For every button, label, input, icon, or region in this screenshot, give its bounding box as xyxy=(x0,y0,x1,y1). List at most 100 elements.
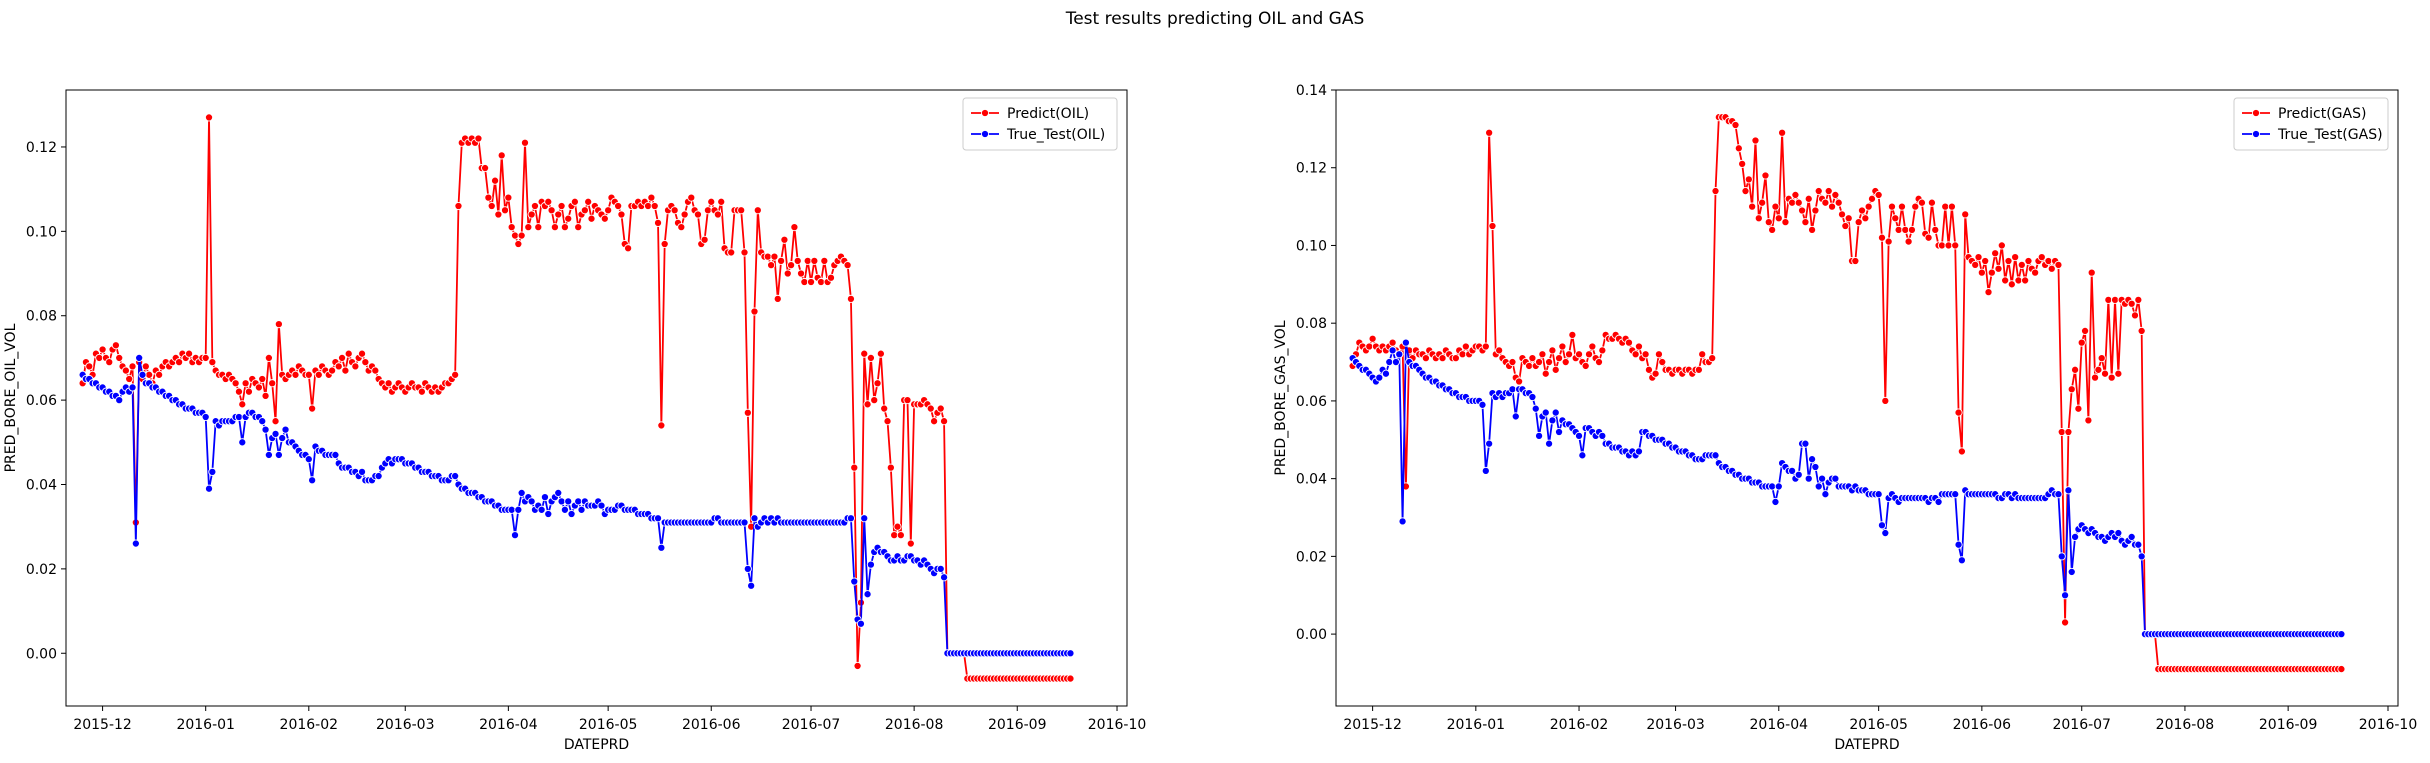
x-tick-label: 2016-08 xyxy=(885,717,944,733)
data-point xyxy=(201,412,210,422)
y-tick-label: 0.00 xyxy=(1296,627,1327,643)
data-point xyxy=(557,201,566,211)
x-tick-label: 2016-01 xyxy=(1447,717,1506,733)
data-point xyxy=(1957,556,1966,565)
legend-frame xyxy=(962,97,1118,151)
data-point xyxy=(740,248,749,257)
data-point xyxy=(291,370,300,379)
data-point xyxy=(790,223,799,232)
data-point xyxy=(783,269,792,278)
data-point xyxy=(268,379,277,388)
data-point xyxy=(1881,396,1890,405)
data-point xyxy=(1931,225,1940,234)
data-point xyxy=(238,400,247,409)
data-point xyxy=(331,450,340,460)
data-point xyxy=(600,214,609,223)
data-point xyxy=(308,476,317,485)
legend: Predict(OIL) True_Test(OIL) xyxy=(962,97,1118,151)
data-point xyxy=(1808,225,1817,234)
data-point xyxy=(1698,350,1707,359)
x-tick-label: 2016-05 xyxy=(579,717,638,733)
x-tick-label: 2016-06 xyxy=(682,717,741,733)
data-point xyxy=(1551,365,1560,374)
data-point xyxy=(1778,128,1787,137)
data-point xyxy=(1788,466,1797,475)
legend-frame xyxy=(2233,97,2389,151)
data-point xyxy=(145,370,154,379)
data-point xyxy=(2037,253,2046,262)
data-point xyxy=(1781,218,1790,227)
data-point xyxy=(1651,369,1660,378)
data-point xyxy=(1877,521,1887,530)
x-tick-label: 2016-04 xyxy=(479,717,538,733)
data-point xyxy=(2114,529,2123,538)
data-point xyxy=(530,201,540,211)
data-point xyxy=(554,488,563,497)
data-point xyxy=(1937,241,1946,250)
data-point xyxy=(264,353,273,362)
data-point xyxy=(1768,482,1777,491)
data-point xyxy=(743,408,752,417)
data-point xyxy=(2130,311,2140,320)
data-point xyxy=(2074,404,2083,413)
data-point xyxy=(1748,202,1757,211)
data-point xyxy=(653,218,663,227)
y-tick-label: 0.12 xyxy=(1296,161,1327,177)
data-point xyxy=(1385,357,1394,367)
data-point xyxy=(1511,412,1520,421)
data-point xyxy=(1764,218,1773,227)
data-point xyxy=(893,522,902,531)
data-point xyxy=(866,560,875,569)
data-point xyxy=(1708,354,1717,363)
data-point xyxy=(1951,490,1960,499)
data-point xyxy=(451,471,460,481)
data-point xyxy=(1814,482,1823,491)
data-point xyxy=(547,206,556,215)
axes-frame xyxy=(1335,89,2399,707)
data-point xyxy=(1837,210,1847,219)
data-point xyxy=(1941,202,1950,211)
data-point xyxy=(557,497,566,506)
data-point xyxy=(2007,280,2016,289)
data-point xyxy=(2017,260,2026,269)
data-point xyxy=(1957,447,1966,456)
data-point xyxy=(564,497,573,506)
data-point xyxy=(1485,439,1494,448)
data-point xyxy=(1368,334,1377,343)
data-point xyxy=(1761,171,1770,180)
data-point xyxy=(657,543,666,552)
legend-label: True_Test(GAS) xyxy=(2277,127,2383,143)
data-point xyxy=(703,206,712,215)
data-point xyxy=(657,421,666,430)
data-point xyxy=(1961,210,1970,219)
data-point xyxy=(1634,447,1643,456)
data-point xyxy=(890,531,899,540)
data-point xyxy=(1774,214,1783,223)
data-point xyxy=(1481,466,1490,475)
data-point xyxy=(1811,206,1820,215)
data-point xyxy=(175,358,184,367)
data-point xyxy=(550,223,559,232)
data-point xyxy=(1711,451,1720,460)
data-point xyxy=(1854,218,1863,227)
data-point xyxy=(2134,540,2143,549)
data-point xyxy=(793,256,802,265)
data-point xyxy=(554,210,563,219)
data-point xyxy=(1821,490,1830,499)
data-point xyxy=(1588,342,1597,351)
data-point xyxy=(767,261,776,270)
data-point xyxy=(507,505,516,514)
data-point xyxy=(2054,490,2063,499)
data-point xyxy=(1631,350,1640,359)
data-point xyxy=(1738,159,1747,168)
data-point xyxy=(770,252,779,261)
data-point xyxy=(886,463,895,472)
data-point xyxy=(1495,346,1504,355)
x-tick-label: 2016-07 xyxy=(782,717,841,733)
data-point xyxy=(1488,221,1497,231)
data-point xyxy=(570,197,579,206)
data-point xyxy=(1401,338,1410,347)
data-point xyxy=(85,362,94,371)
x-axis-label: DATEPRD xyxy=(564,737,629,753)
data-point xyxy=(314,370,323,379)
